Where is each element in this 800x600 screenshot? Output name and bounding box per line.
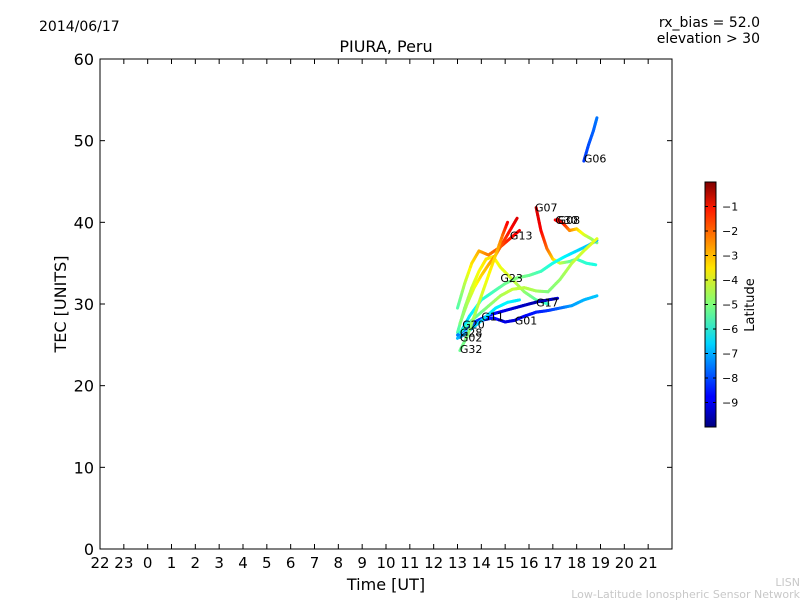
x-tick-label: 23: [114, 554, 133, 572]
x-tick-label: 12: [424, 554, 443, 572]
series-label: G13: [510, 229, 533, 242]
colorbar-ticks: −1 −2 −3 −4 −5 −6 −7 −8 −9: [705, 201, 738, 410]
series-g02: [458, 298, 521, 339]
x-tick-label: 14: [472, 554, 491, 572]
series-label: G23: [500, 272, 523, 285]
y-tick-label: 20: [74, 377, 94, 396]
y-tick-label: 10: [74, 458, 94, 477]
series-g06: [582, 116, 599, 163]
x-tick-label: 18: [567, 554, 586, 572]
colorbar-tick-label: −3: [722, 250, 738, 263]
series-segment: [593, 237, 599, 243]
series-label: G06: [584, 153, 607, 166]
colorbar-label: Latitude: [743, 278, 758, 332]
x-tick-label: 8: [334, 554, 344, 572]
series-segment: [505, 220, 510, 226]
rx-bias-label: rx_bias = 52.0: [659, 15, 760, 31]
elevation-label: elevation > 30: [657, 31, 760, 47]
series-label: G07: [535, 202, 558, 215]
series-g30: [553, 218, 562, 224]
y-axis-ticks: 0 10 20 30 40 50 60: [74, 50, 672, 559]
x-tick-label: 4: [238, 554, 248, 572]
x-tick-label: 1: [167, 554, 177, 572]
x-tick-label: 10: [376, 554, 395, 572]
series-label: G11: [481, 310, 504, 323]
footer-network: Low-Latitude Ionospheric Sensor Network: [571, 588, 800, 600]
y-tick-label: 30: [74, 295, 94, 314]
x-axis-label: Time [UT]: [346, 575, 425, 594]
colorbar-tick-label: −6: [722, 323, 738, 336]
x-tick-label: 22: [90, 554, 109, 572]
series-label: G28: [460, 327, 483, 340]
x-tick-label: 9: [357, 554, 367, 572]
series-segment: [516, 229, 521, 234]
series-label: G32: [460, 343, 483, 356]
colorbar-tick-label: −5: [722, 299, 738, 312]
x-tick-label: 20: [615, 554, 634, 572]
series-g32: [458, 220, 510, 353]
series-label: G02: [460, 331, 483, 344]
colorbar-tick-label: −4: [722, 274, 738, 287]
series-label: G30: [555, 214, 578, 227]
series-segment: [593, 294, 599, 299]
x-tick-label: 7: [310, 554, 320, 572]
series-segment: [514, 216, 519, 222]
date-label: 2014/06/17: [39, 19, 120, 35]
x-tick-label: 11: [400, 554, 419, 572]
x-tick-label: 19: [591, 554, 610, 572]
colorbar-tick-label: −8: [722, 372, 738, 385]
series-layer: [456, 116, 599, 353]
series-g13: [456, 229, 521, 310]
y-tick-label: 0: [84, 540, 94, 559]
series-label: G20: [462, 318, 485, 331]
x-tick-label: 21: [639, 554, 658, 572]
x-tick-label: 17: [543, 554, 562, 572]
footer-lisn: LISN: [775, 576, 800, 589]
series-label: G01: [515, 314, 538, 327]
series-label: G08: [558, 214, 581, 227]
x-tick-label: 15: [496, 554, 515, 572]
series-segment: [544, 301, 550, 306]
y-tick-label: 60: [74, 50, 94, 69]
plot-frame: [99, 58, 673, 550]
y-tick-label: 40: [74, 213, 94, 232]
x-tick-label: 13: [448, 554, 467, 572]
series-label: G17: [536, 296, 559, 309]
x-tick-label: 16: [519, 554, 538, 572]
colorbar-tick-label: −9: [722, 397, 738, 410]
x-axis-ticks: 22 23 0 1 2 3 4 5 6 7 8 9 10 11 12 13 14 15 16 17 18 19 20 21: [90, 59, 658, 572]
chart-title: PIURA, Peru: [339, 37, 432, 56]
series-segment: [594, 116, 599, 122]
y-axis-label: TEC [UNITS]: [51, 256, 70, 354]
colorbar-tick-label: −1: [722, 201, 738, 214]
series-g28: [458, 237, 599, 335]
x-tick-label: 6: [286, 554, 296, 572]
x-tick-label: 0: [143, 554, 153, 572]
y-tick-label: 50: [74, 132, 94, 151]
colorbar-tick-label: −7: [722, 348, 738, 361]
colorbar-tick-label: −2: [722, 225, 738, 238]
x-tick-label: 3: [214, 554, 224, 572]
x-tick-label: 2: [191, 554, 201, 572]
x-tick-label: 5: [262, 554, 272, 572]
